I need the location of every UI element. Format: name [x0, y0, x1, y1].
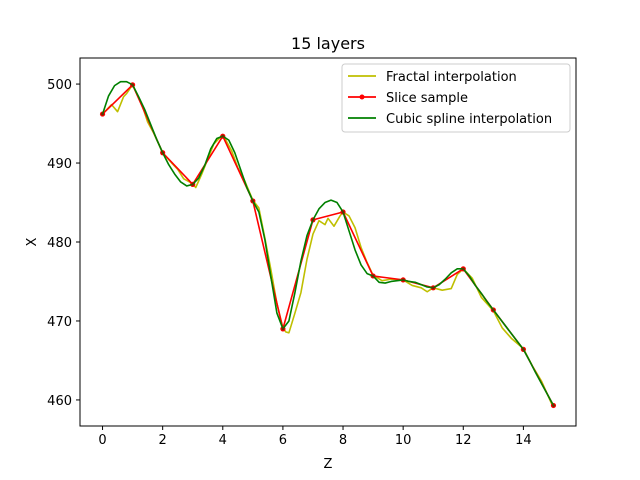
x-tick-label: 14: [515, 433, 532, 448]
plot-area: [99, 80, 557, 409]
slice-sample-point-center: [311, 218, 315, 222]
x-tick-label: 8: [339, 433, 347, 448]
legend-label-fractal: Fractal interpolation: [386, 70, 517, 85]
legend-label-slice: Slice sample: [386, 91, 468, 106]
x-tick-label: 6: [279, 433, 287, 448]
legend-frame: [341, 63, 571, 133]
slice-sample-point-center: [521, 347, 525, 351]
chart-title: 15 layers: [291, 34, 365, 53]
legend: Fractal interpolation Slice sample Cubic…: [341, 63, 571, 133]
x-axis-label: Z: [324, 457, 333, 472]
x-tick-label: 10: [395, 433, 412, 448]
x-tick-label: 2: [159, 433, 167, 448]
legend-label-spline: Cubic spline interpolation: [386, 112, 552, 127]
slice-sample-point-center: [341, 210, 345, 214]
x-tick-label: 4: [219, 433, 227, 448]
y-axis-label: X: [25, 237, 40, 246]
x-tick-label: 0: [98, 433, 106, 448]
slice-sample-point-center: [161, 151, 165, 155]
cubic-spline-line: [101, 80, 555, 406]
y-tick-label: 460: [47, 394, 72, 409]
slice-sample-point-center: [251, 199, 255, 203]
legend-marker-slice: [359, 94, 365, 100]
slice-sample-point-center: [191, 182, 195, 186]
slice-sample-point-center: [101, 112, 104, 116]
slice-sample-point-center: [131, 83, 135, 87]
slice-sample-point-center: [552, 404, 555, 407]
y-tick-label: 500: [47, 78, 72, 93]
y-tick-label: 490: [47, 157, 72, 172]
slice-sample-point-center: [461, 267, 465, 271]
slice-sample-point-center: [401, 278, 405, 282]
axis-ticks: 0 2 4 6 8 10 12 14 460 470 480 490 500: [47, 78, 531, 448]
x-tick-label: 12: [455, 433, 472, 448]
slice-sample-point-center: [221, 134, 225, 138]
y-tick-label: 480: [47, 236, 72, 251]
slice-sample-point-center: [371, 274, 375, 278]
slice-sample-point-center: [431, 286, 435, 290]
slice-sample-point-center: [491, 308, 495, 312]
y-tick-label: 470: [47, 315, 72, 330]
slice-sample-point-center: [281, 327, 285, 331]
